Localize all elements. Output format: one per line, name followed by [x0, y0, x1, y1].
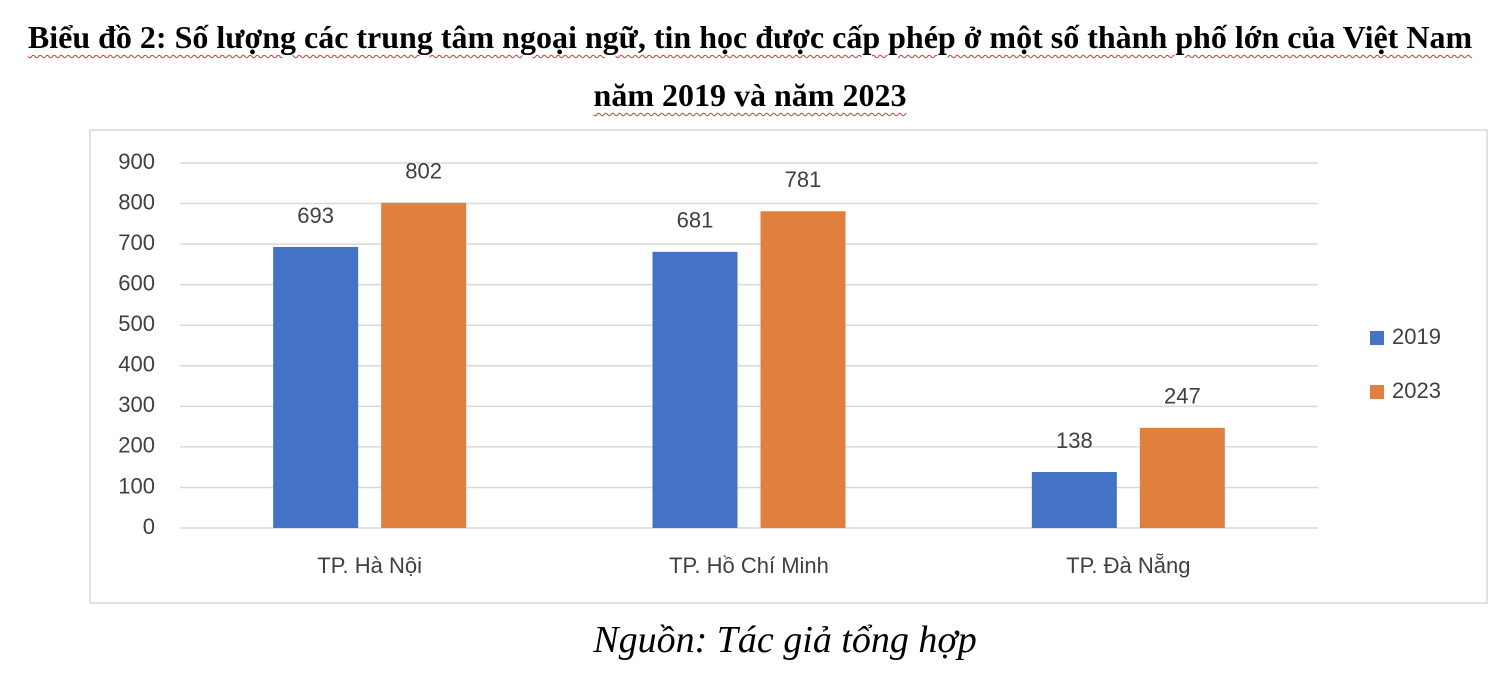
- legend-label: 2023: [1392, 378, 1441, 403]
- legend-swatch: [1370, 385, 1384, 399]
- data-label: 681: [677, 208, 714, 233]
- data-label: 693: [297, 203, 334, 228]
- data-label: 802: [405, 159, 442, 184]
- bar: [760, 211, 846, 528]
- bar: [652, 251, 738, 529]
- data-label: 247: [1164, 384, 1201, 409]
- bar: [273, 246, 359, 528]
- y-tick-label: 900: [118, 149, 155, 174]
- x-tick-label: TP. Hà Nội: [317, 553, 422, 578]
- bar: [1031, 472, 1117, 528]
- y-tick-label: 800: [118, 189, 155, 214]
- bar: [381, 202, 467, 528]
- source-note: Nguồn: Tác giả tổng hợp: [593, 619, 977, 661]
- y-tick-label: 400: [118, 352, 155, 377]
- bar: [1139, 427, 1225, 528]
- y-tick-label: 100: [118, 473, 155, 498]
- y-tick-label: 500: [118, 311, 155, 336]
- legend-swatch: [1370, 331, 1384, 345]
- y-tick-label: 700: [118, 230, 155, 255]
- x-tick-label: TP. Đà Nẵng: [1066, 553, 1190, 578]
- data-label: 138: [1056, 428, 1093, 453]
- legend-label: 2019: [1392, 324, 1441, 349]
- y-tick-label: 300: [118, 392, 155, 417]
- data-label: 781: [785, 167, 822, 192]
- y-tick-label: 600: [118, 270, 155, 295]
- x-tick-label: TP. Hồ Chí Minh: [669, 553, 829, 578]
- y-tick-label: 200: [118, 433, 155, 458]
- chart-title: Biểu đồ 2: Số lượng các trung tâm ngoại …: [27, 19, 1473, 113]
- title-block: Biểu đồ 2: Số lượng các trung tâm ngoại …: [0, 8, 1500, 124]
- y-tick-label: 0: [143, 514, 155, 539]
